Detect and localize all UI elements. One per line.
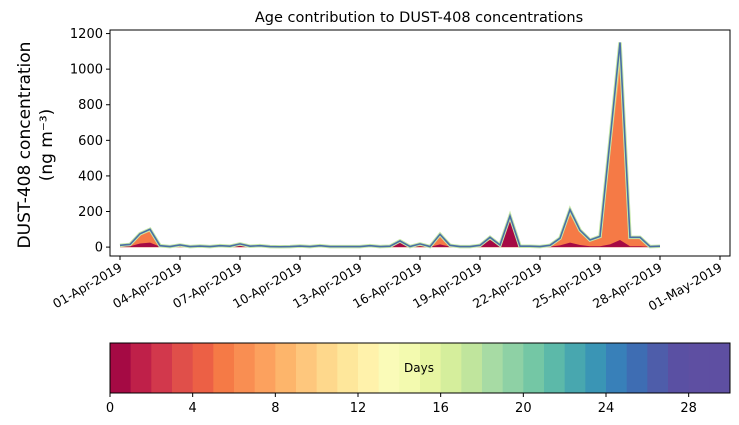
colorbar-bin bbox=[647, 343, 669, 393]
y-tick-label: 0 bbox=[95, 241, 103, 256]
colorbar-bin bbox=[564, 343, 586, 393]
colorbar-bin bbox=[688, 343, 710, 393]
colorbar-bin bbox=[585, 343, 607, 393]
colorbar-axis: 0 4 8 12 16 20 24 28 bbox=[106, 393, 697, 416]
colorbar-bin bbox=[192, 343, 214, 393]
colorbar-bin bbox=[172, 343, 194, 393]
colorbar-bin bbox=[399, 343, 421, 393]
y-tick-label: 400 bbox=[78, 169, 103, 184]
colorbar-bin bbox=[420, 343, 442, 393]
y-axis: 0 200 400 600 800 1000 1200 bbox=[70, 27, 110, 256]
colorbar-tick-label: 12 bbox=[350, 401, 367, 416]
y-tick-label: 1000 bbox=[70, 63, 103, 78]
y-axis-label-line1: DUST-408 concentration bbox=[15, 42, 35, 249]
colorbar-bin bbox=[668, 343, 690, 393]
colorbar-bin bbox=[296, 343, 318, 393]
x-axis: 01-Apr-201904-Apr-201907-Apr-201910-Apr-… bbox=[50, 256, 725, 314]
total-line bbox=[119, 42, 661, 248]
colorbar-bin bbox=[130, 343, 152, 393]
colorbar-bin bbox=[606, 343, 628, 393]
plot-frame bbox=[109, 29, 731, 257]
age-band-0 bbox=[120, 42, 660, 248]
colorbar-tick-label: 20 bbox=[515, 401, 532, 416]
colorbar-bin bbox=[234, 343, 256, 393]
colorbar bbox=[110, 343, 731, 393]
colorbar-tick-label: 28 bbox=[680, 401, 697, 416]
y-tick-label: 1200 bbox=[70, 27, 103, 42]
colorbar-bin bbox=[316, 343, 338, 393]
colorbar-bin bbox=[378, 343, 400, 393]
y-tick-label: 600 bbox=[78, 134, 103, 149]
colorbar-frame bbox=[109, 342, 731, 394]
colorbar-tick-label: 16 bbox=[432, 401, 449, 416]
colorbar-tick-label: 4 bbox=[189, 401, 197, 416]
y-tick-label: 800 bbox=[78, 98, 103, 113]
colorbar-bin bbox=[482, 343, 504, 393]
colorbar-bin bbox=[523, 343, 545, 393]
plot-area bbox=[119, 42, 661, 249]
colorbar-bin bbox=[502, 343, 524, 393]
colorbar-bin bbox=[544, 343, 566, 393]
total-line-halo bbox=[119, 42, 661, 249]
colorbar-bin bbox=[275, 343, 297, 393]
colorbar-bin bbox=[337, 343, 359, 393]
chart-title: Age contribution to DUST-408 concentrati… bbox=[255, 10, 583, 26]
y-tick-label: 200 bbox=[78, 205, 103, 220]
colorbar-bin bbox=[110, 343, 132, 393]
colorbar-bin bbox=[461, 343, 483, 393]
colorbar-bin bbox=[626, 343, 648, 393]
colorbar-tick-label: 8 bbox=[271, 401, 279, 416]
colorbar-bin bbox=[709, 343, 731, 393]
age-band-2 bbox=[120, 71, 660, 248]
colorbar-tick-label: 0 bbox=[106, 401, 114, 416]
colorbar-bin bbox=[213, 343, 235, 393]
colorbar-label: Days bbox=[404, 361, 434, 375]
colorbar-bin bbox=[358, 343, 380, 393]
colorbar-bin bbox=[151, 343, 173, 393]
age-band-1 bbox=[120, 56, 660, 248]
colorbar-tick-label: 24 bbox=[598, 401, 615, 416]
colorbar-bin bbox=[440, 343, 462, 393]
colorbar-bin bbox=[254, 343, 276, 393]
y-axis-label-line2: (ng m⁻³) bbox=[37, 109, 57, 182]
